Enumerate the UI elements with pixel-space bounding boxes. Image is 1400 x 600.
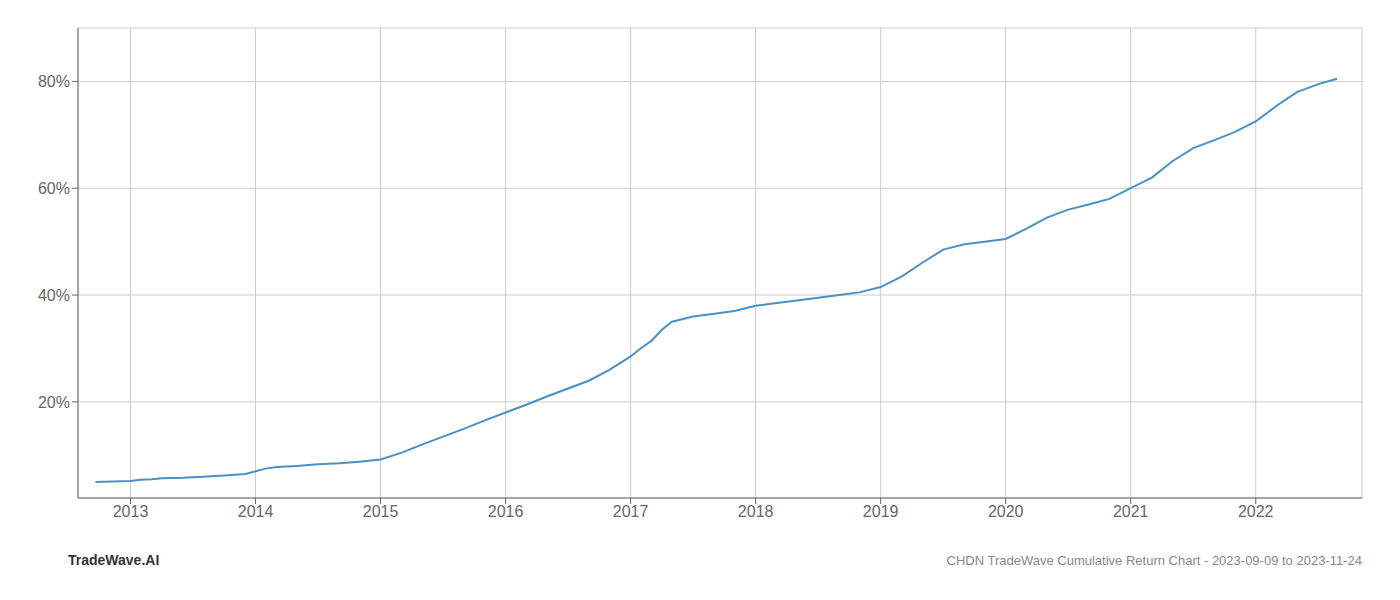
html-text:TradeWave.AI: TradeWave.AI (68, 552, 160, 568)
svg-text:2019: 2019 (863, 503, 899, 520)
svg-text:40%: 40% (38, 287, 70, 304)
svg-text:20%: 20% (38, 394, 70, 411)
svg-text:2014: 2014 (238, 503, 274, 520)
svg-text:60%: 60% (38, 180, 70, 197)
svg-text:2022: 2022 (1238, 503, 1274, 520)
svg-text:80%: 80% (38, 73, 70, 90)
svg-text:2021: 2021 (1113, 503, 1149, 520)
svg-text:2016: 2016 (488, 503, 524, 520)
svg-text:2018: 2018 (738, 503, 774, 520)
svg-text:2017: 2017 (613, 503, 649, 520)
svg-text:2015: 2015 (363, 503, 399, 520)
svg-text:2020: 2020 (988, 503, 1024, 520)
html-text:CHDN TradeWave Cumulative Retu: CHDN TradeWave Cumulative Return Chart -… (946, 553, 1362, 568)
svg-text:2013: 2013 (113, 503, 149, 520)
